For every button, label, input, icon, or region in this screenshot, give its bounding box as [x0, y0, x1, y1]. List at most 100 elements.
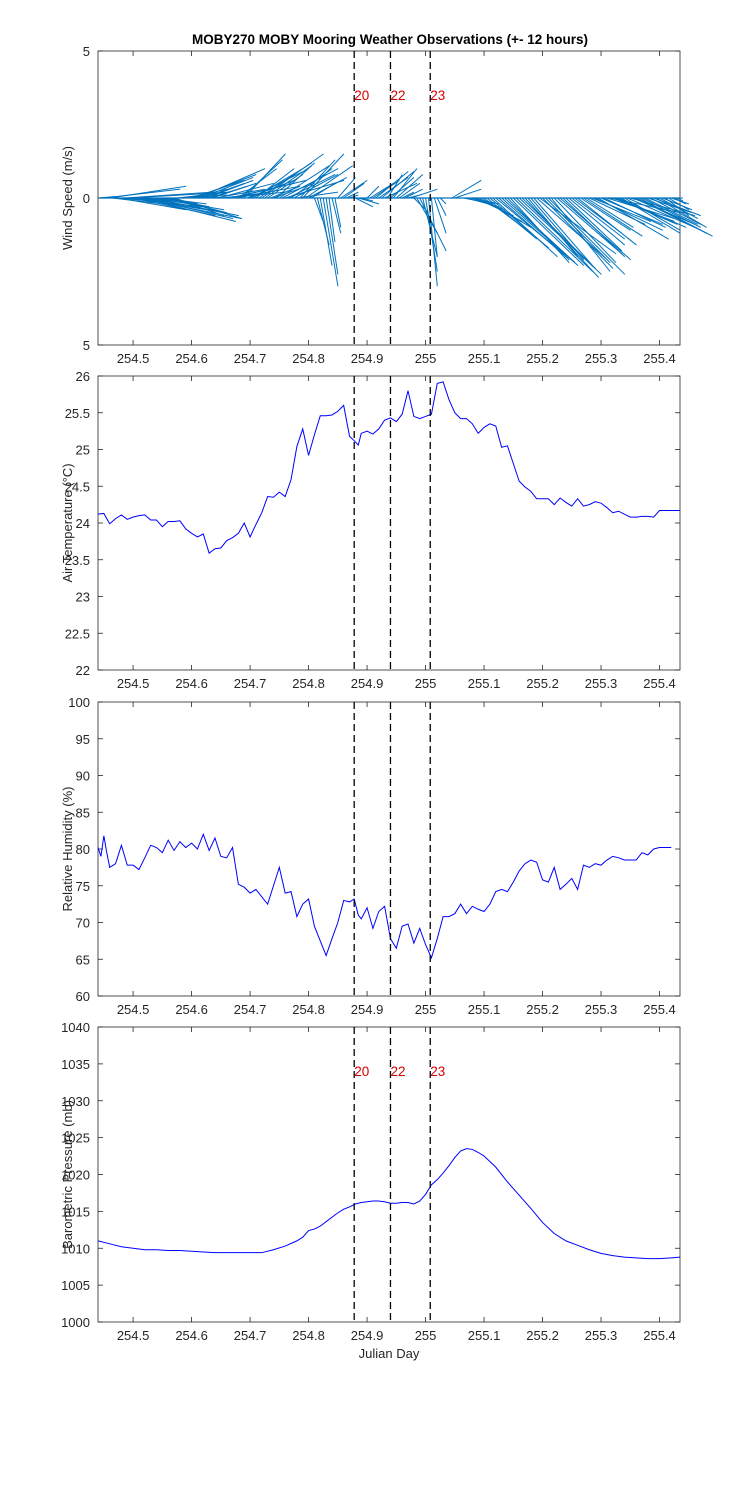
y-tick-label: 26 — [76, 369, 90, 384]
wind-stick — [562, 197, 626, 258]
x-tick-label: 255.2 — [526, 1328, 559, 1343]
wind-stick — [395, 174, 424, 199]
wind-stick — [346, 191, 359, 199]
wind-stick — [621, 197, 681, 234]
wind-stick — [550, 197, 611, 272]
y-tick-label: 24.5 — [65, 479, 90, 494]
x-tick-label: 254.6 — [175, 351, 208, 366]
y-tick-label: 1025 — [61, 1131, 90, 1146]
wind-stick — [322, 197, 339, 287]
wind-stick — [282, 168, 339, 199]
x-tick-label: 255.3 — [585, 1328, 618, 1343]
x-tick-label: 255.4 — [643, 676, 676, 691]
wind-stick — [542, 197, 614, 269]
wind-stick — [568, 197, 626, 246]
wind-stick — [375, 171, 409, 199]
x-tick-label: 255.4 — [643, 351, 676, 366]
wind-stick — [650, 197, 701, 225]
wind-stick — [480, 197, 532, 228]
wind-stick — [486, 197, 538, 240]
wind-stick — [392, 168, 418, 199]
wind-stick — [580, 197, 631, 231]
y-tick-label: 24 — [76, 516, 90, 531]
wind-stick — [197, 168, 266, 199]
y-tick-label: 1040 — [61, 1020, 90, 1035]
wind-stick — [597, 197, 669, 240]
y-tick-label: 23.5 — [65, 553, 90, 568]
y-tick-label: 95 — [76, 732, 90, 747]
y-tick-label: 65 — [76, 952, 90, 967]
y-tick-label: 1005 — [61, 1278, 90, 1293]
vertical-marker-label: 20 — [354, 1064, 369, 1079]
x-tick-label: 254.5 — [117, 351, 150, 366]
plot-frame — [97, 375, 681, 671]
x-tick-label: 254.7 — [234, 1002, 267, 1017]
wind-stick — [369, 182, 394, 199]
x-tick-label: 254.9 — [351, 1002, 384, 1017]
y-axis-label: Relative Humidity (%) — [60, 787, 75, 912]
y-tick-label: 1020 — [61, 1168, 90, 1183]
wind-stick — [627, 197, 696, 228]
wind-stick — [355, 197, 374, 208]
wind-stick — [427, 197, 438, 287]
wind-stick — [217, 182, 274, 199]
wind-stick — [334, 197, 342, 228]
wind-stick — [553, 197, 617, 264]
x-tick-label: 254.5 — [117, 676, 150, 691]
x-tick-label: 255.1 — [468, 1002, 501, 1017]
wind-stick — [586, 197, 634, 228]
wind-stick — [565, 197, 623, 252]
wind-stick — [512, 197, 585, 266]
wind-stick — [419, 197, 447, 252]
wind-stick — [325, 197, 339, 275]
wind-stick — [577, 197, 637, 246]
y-tick-label: 90 — [76, 769, 90, 784]
wind-stick — [668, 197, 690, 211]
x-tick-label: 254.9 — [351, 351, 384, 366]
x-tick-label: 255.1 — [468, 1328, 501, 1343]
wind-stick — [328, 197, 336, 243]
wind-stick — [644, 197, 699, 225]
y-axis-label: Air Temperature (°C) — [60, 463, 75, 582]
wind-stick — [343, 182, 365, 199]
wind-stick — [279, 165, 330, 199]
wind-stick — [436, 197, 447, 216]
wind-stick — [293, 174, 339, 199]
wind-stick — [510, 197, 570, 264]
y-tick-label: 100 — [68, 695, 90, 710]
y-tick-label: 70 — [76, 916, 90, 931]
x-tick-label: 255 — [415, 676, 437, 691]
x-tick-label: 254.6 — [175, 1002, 208, 1017]
x-tick-label: 254.6 — [175, 1328, 208, 1343]
x-tick-label: 255.1 — [468, 676, 501, 691]
x-tick-label: 255 — [415, 351, 437, 366]
y-tick-label: 60 — [76, 989, 90, 1004]
x-tick-label: 254.7 — [234, 351, 267, 366]
x-tick-label: 254.7 — [234, 676, 267, 691]
wind-stick — [425, 197, 438, 272]
wind-stick — [276, 162, 315, 199]
wind-stick — [571, 197, 626, 240]
wind-stick — [410, 188, 438, 199]
wind-stick — [255, 168, 295, 199]
wind-stick — [430, 197, 438, 257]
series-line — [97, 832, 672, 960]
wind-stick — [170, 197, 225, 217]
wind-stick — [299, 159, 336, 199]
y-tick-label: 80 — [76, 842, 90, 857]
y-tick-label: 75 — [76, 879, 90, 894]
vertical-marker-label: 22 — [390, 88, 405, 103]
wind-plot-area: 254.5 254.6 254.7 254.8 254.9 255 255.1 255.2 25… — [60, 44, 713, 366]
y-axis-label: Barometric Pressure (mb) — [60, 1100, 75, 1249]
y-tick-label: 23 — [76, 590, 90, 605]
y-tick-label: 0 — [83, 191, 90, 206]
vertical-marker-label: 22 — [390, 1064, 405, 1079]
wind-stick — [527, 197, 579, 258]
wind-stick — [638, 197, 713, 237]
barometric-pressure-panel: 254.5 254.6 254.7 254.8 254.9 255 255.1 255.2 25… — [60, 1020, 681, 1361]
wind-stick — [243, 153, 286, 199]
wind-stick — [118, 197, 187, 211]
y-tick-label: 22.5 — [65, 626, 90, 641]
wind-stick — [404, 188, 423, 199]
wind-stick — [109, 185, 187, 199]
